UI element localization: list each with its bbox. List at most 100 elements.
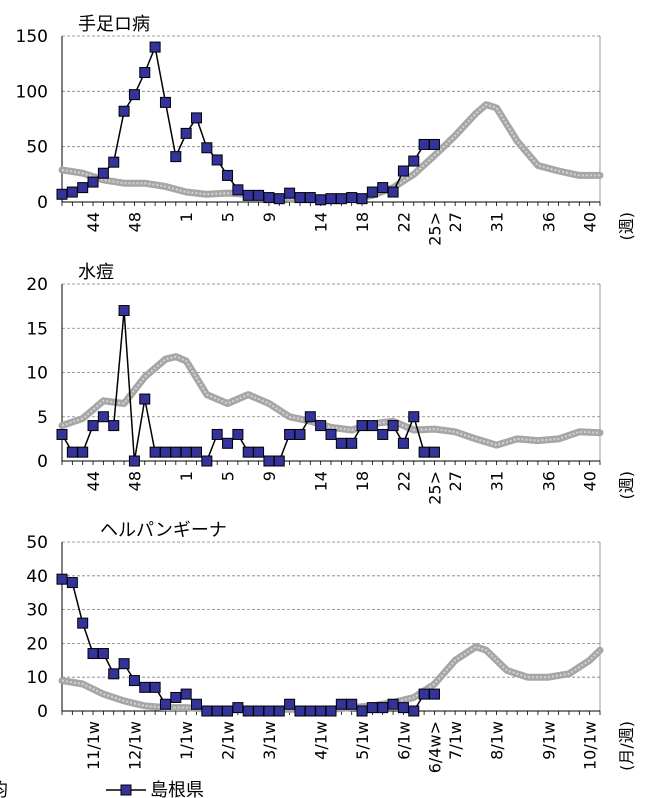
shimane-point bbox=[78, 618, 88, 628]
legend-label-average: 平均 bbox=[0, 780, 8, 798]
x-tick-label: 27 bbox=[446, 212, 465, 232]
shimane-point bbox=[192, 699, 202, 709]
y-tick-label: 10 bbox=[26, 668, 48, 688]
y-tick-label: 0 bbox=[37, 702, 48, 722]
shimane-point bbox=[429, 447, 439, 457]
shimane-point bbox=[181, 128, 191, 138]
x-tick-label: 10/1w bbox=[581, 721, 600, 770]
shimane-point bbox=[171, 447, 181, 457]
shimane-point bbox=[336, 699, 346, 709]
x-tick-label: 12/1w bbox=[125, 721, 144, 770]
x-tick-label: 48 bbox=[125, 471, 144, 491]
shimane-point bbox=[171, 152, 181, 162]
shimane-point bbox=[243, 447, 253, 457]
x-tick-label: 1 bbox=[177, 471, 196, 481]
shimane-point bbox=[336, 438, 346, 448]
shimane-point bbox=[326, 429, 336, 439]
shimane-point bbox=[150, 42, 160, 52]
shimane-point bbox=[264, 706, 274, 716]
shimane-point bbox=[285, 188, 295, 198]
shimane-point bbox=[254, 706, 264, 716]
shimane-point bbox=[336, 194, 346, 204]
shimane-point bbox=[388, 699, 398, 709]
shimane-point bbox=[326, 706, 336, 716]
y-tick-label: 50 bbox=[26, 533, 48, 553]
shimane-point bbox=[254, 447, 264, 457]
average-line bbox=[62, 647, 600, 710]
x-tick-label: 40 bbox=[581, 471, 600, 491]
shimane-point bbox=[357, 706, 367, 716]
shimane-point bbox=[67, 447, 77, 457]
x-tick-label: 48 bbox=[125, 212, 144, 232]
x-tick-label: 6/1w bbox=[394, 721, 413, 760]
legend-label-shimane: 島根県 bbox=[150, 780, 204, 798]
shimane-point bbox=[181, 689, 191, 699]
shimane-point bbox=[429, 139, 439, 149]
shimane-point bbox=[347, 193, 357, 203]
shimane-point bbox=[67, 187, 77, 197]
shimane-point bbox=[140, 394, 150, 404]
shimane-point bbox=[212, 706, 222, 716]
x-tick-label: 9 bbox=[260, 471, 279, 481]
chart-panel-3: 0 10 20 30 40 50 ヘルパンギーナ 11/1w 12/1w 1/1w 2/1w 3/1w… bbox=[26, 520, 636, 773]
x-tick-label: 9 bbox=[260, 212, 279, 222]
shimane-point bbox=[78, 183, 88, 193]
shimane-line bbox=[62, 579, 435, 711]
shimane-point bbox=[409, 156, 419, 166]
y-tick-label: 5 bbox=[37, 408, 48, 428]
shimane-point bbox=[316, 195, 326, 205]
x-tick-label: 22 bbox=[394, 471, 413, 491]
y-tick-label: 20 bbox=[26, 634, 48, 654]
x-tick-label: 44 bbox=[84, 212, 103, 232]
shimane-point bbox=[419, 139, 429, 149]
x-tick-label: 40 bbox=[581, 212, 600, 232]
x-tick-label: 2/1w bbox=[219, 721, 238, 760]
shimane-point bbox=[264, 456, 274, 466]
shimane-point bbox=[129, 456, 139, 466]
shimane-point bbox=[150, 447, 160, 457]
shimane-point bbox=[316, 706, 326, 716]
shimane-point bbox=[285, 699, 295, 709]
shimane-point bbox=[305, 412, 315, 422]
shimane-point bbox=[119, 659, 129, 669]
shimane-point bbox=[140, 682, 150, 692]
chart-title: 手足ロ病 bbox=[78, 14, 150, 35]
shimane-point bbox=[264, 193, 274, 203]
shimane-point bbox=[98, 412, 108, 422]
shimane-point bbox=[398, 438, 408, 448]
shimane-point bbox=[295, 429, 305, 439]
shimane-point bbox=[367, 703, 377, 713]
shimane-point bbox=[357, 194, 367, 204]
x-tick-label: 6/4w> bbox=[425, 721, 444, 773]
x-tick-label: 1 bbox=[177, 212, 196, 222]
y-tick-label: 150 bbox=[16, 27, 48, 47]
y-tick-label: 0 bbox=[37, 452, 48, 472]
y-tick-label: 100 bbox=[16, 82, 48, 102]
shimane-point bbox=[202, 456, 212, 466]
x-tick-label: 31 bbox=[488, 471, 507, 491]
shimane-point bbox=[243, 190, 253, 200]
shimane-point bbox=[160, 699, 170, 709]
shimane-point bbox=[109, 669, 119, 679]
x-tick-label: 25> bbox=[425, 471, 444, 505]
x-tick-label: 11/1w bbox=[84, 721, 103, 770]
shimane-point bbox=[223, 438, 233, 448]
shimane-point bbox=[212, 155, 222, 165]
x-tick-label: 5/1w bbox=[353, 721, 372, 760]
chart-title: 水痘 bbox=[78, 262, 114, 283]
shimane-point bbox=[233, 185, 243, 195]
shimane-point bbox=[160, 447, 170, 457]
legend: 平均 島根県 bbox=[0, 780, 204, 798]
y-tick-label: 30 bbox=[26, 601, 48, 621]
shimane-point bbox=[274, 706, 284, 716]
shimane-point bbox=[305, 706, 315, 716]
shimane-point bbox=[119, 106, 129, 116]
shimane-point bbox=[160, 97, 170, 107]
shimane-point bbox=[171, 692, 181, 702]
shimane-point bbox=[109, 157, 119, 167]
shimane-point bbox=[119, 306, 129, 316]
shimane-point bbox=[274, 456, 284, 466]
shimane-point bbox=[202, 706, 212, 716]
shimane-point bbox=[212, 429, 222, 439]
